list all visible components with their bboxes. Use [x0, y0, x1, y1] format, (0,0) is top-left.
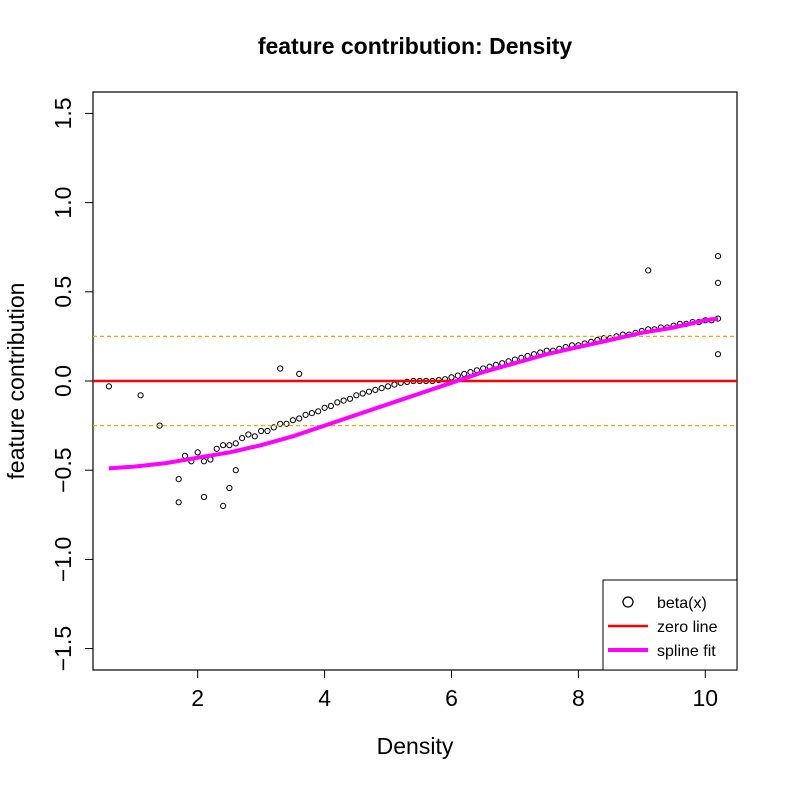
x-tick-label: 10	[692, 685, 718, 711]
data-point	[258, 427, 265, 435]
line-layer	[93, 316, 737, 471]
y-tick-label: 1.5	[50, 97, 76, 129]
data-point	[220, 502, 227, 509]
x-tick-label: 4	[318, 685, 331, 711]
legend-label-zero: zero line	[657, 619, 718, 636]
data-point	[384, 383, 392, 390]
data-point	[378, 385, 385, 392]
data-point	[137, 392, 144, 399]
data-point	[714, 279, 722, 286]
x-tick-label: 6	[445, 685, 458, 711]
data-point	[296, 370, 303, 377]
chart-title: feature contribution: Density	[258, 33, 573, 59]
data-point	[365, 388, 373, 395]
legend: beta(x) zero line spline fit	[602, 579, 738, 671]
data-point	[289, 417, 296, 424]
data-point	[200, 458, 208, 465]
data-point	[226, 484, 233, 492]
data-point	[226, 442, 233, 449]
legend-circle-icon	[622, 596, 634, 608]
reference-lines	[93, 335, 737, 427]
data-point	[264, 427, 271, 435]
data-point	[220, 442, 227, 449]
data-point	[175, 476, 182, 483]
data-point	[270, 424, 277, 431]
data-point	[714, 253, 722, 260]
data-point	[346, 395, 354, 402]
spline-fit-line	[108, 316, 719, 471]
data-point	[372, 386, 379, 393]
axes-layer: 2 4 6 8 10 −1.5 −1.0 −0.5 0.0 0.5 1.0 1.5	[50, 97, 718, 711]
data-point	[175, 499, 182, 506]
y-tick-label: −1.0	[50, 537, 76, 582]
y-tick-label: 0.0	[50, 365, 76, 397]
data-point	[714, 351, 722, 358]
x-tick-label: 8	[572, 685, 585, 711]
y-tick-label: −1.5	[50, 626, 76, 671]
data-point	[277, 420, 284, 427]
data-point	[334, 399, 341, 406]
x-tick-label: 2	[191, 685, 204, 711]
data-point	[251, 433, 258, 440]
data-point	[321, 404, 328, 411]
x-axis-label: Density	[377, 733, 454, 759]
data-point	[232, 467, 239, 474]
data-point	[448, 374, 455, 381]
y-tick-label: 0.5	[50, 276, 76, 308]
data-point	[308, 410, 315, 417]
y-tick-label: −0.5	[50, 447, 76, 492]
data-point	[391, 381, 398, 388]
data-point	[245, 431, 252, 438]
data-point	[277, 365, 284, 372]
data-point	[353, 392, 360, 399]
data-point	[194, 449, 201, 456]
y-axis-label: feature contribution	[3, 283, 29, 480]
data-point	[302, 411, 309, 418]
data-point	[283, 420, 290, 427]
legend-label-beta: beta(x)	[657, 595, 707, 612]
data-point	[315, 408, 322, 415]
data-point	[645, 267, 652, 274]
data-point	[327, 402, 334, 410]
data-point	[296, 415, 303, 422]
data-point	[213, 445, 220, 452]
data-point	[239, 435, 246, 442]
data-point	[200, 493, 208, 501]
y-tick-label: 1.0	[50, 187, 76, 219]
data-point	[461, 370, 468, 377]
data-point	[232, 440, 239, 447]
data-point	[340, 397, 347, 404]
legend-label-spline: spline fit	[657, 643, 716, 660]
data-point	[105, 383, 113, 390]
data-point	[454, 372, 461, 379]
data-point	[359, 390, 366, 397]
